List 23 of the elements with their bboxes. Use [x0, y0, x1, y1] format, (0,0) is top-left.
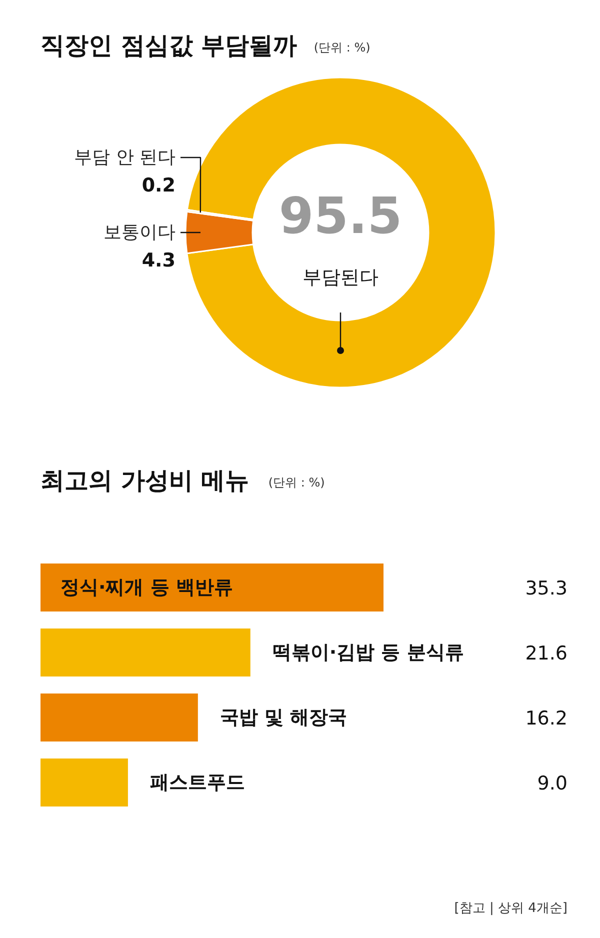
data-label: 4.3	[142, 250, 176, 272]
slice-label: 보통이다	[104, 222, 176, 243]
chart-title: 직장인 점심값 부담될까	[40, 32, 298, 60]
bar	[40, 628, 250, 676]
slice-label: 부담 안 된다	[74, 147, 176, 168]
data-label: 35.3	[525, 578, 568, 600]
chart-subtitle: (단위 : %)	[314, 40, 370, 54]
data-label: 0.2	[142, 174, 176, 196]
data-label: 16.2	[525, 708, 568, 730]
slice-label: 부담된다	[302, 266, 378, 288]
data-label: 9.0	[537, 772, 568, 794]
text: [참고 | 상위 4개순]	[454, 901, 568, 916]
y-tick-label: 떡볶이·김밥 등 분식류	[272, 642, 464, 664]
y-tick-label: 패스트푸드	[150, 772, 245, 794]
data-label: 95.5	[278, 187, 402, 245]
bar	[40, 694, 198, 742]
y-tick-label: 국밥 및 해장국	[220, 706, 348, 728]
bar	[40, 564, 384, 612]
data-label: 21.6	[525, 642, 568, 664]
y-tick-label: 정식·찌개 등 백반류	[60, 576, 233, 598]
chart-title: 최고의 가성비 메뉴	[40, 466, 250, 494]
bar	[40, 758, 128, 806]
chart-subtitle: (단위 : %)	[268, 476, 325, 490]
